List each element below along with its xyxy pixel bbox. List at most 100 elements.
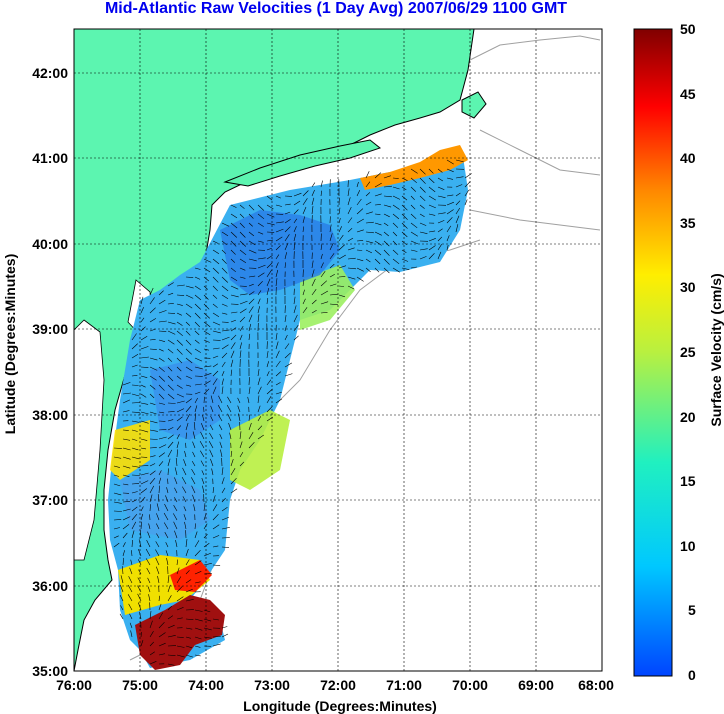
velocity-arrow — [149, 641, 155, 647]
velocity-arrow — [163, 512, 169, 521]
velocity-arrow — [176, 567, 180, 575]
velocity-arrow — [122, 410, 130, 413]
velocity-arrow — [176, 408, 185, 413]
velocity-arrow — [203, 372, 212, 377]
velocity-arrow — [113, 456, 122, 459]
velocity-arrow — [191, 485, 196, 494]
velocity-arrow — [311, 289, 317, 296]
velocity-arrow — [167, 312, 176, 314]
colorbar-tick: 25 — [680, 344, 696, 360]
velocity-arrow — [194, 618, 203, 622]
velocity-arrow — [176, 449, 178, 458]
velocity-arrow — [140, 521, 142, 530]
lat-tick: 36:00 — [32, 578, 68, 594]
velocity-arrow — [140, 447, 147, 450]
velocity-arrow — [284, 234, 290, 242]
velocity-arrow — [257, 377, 261, 386]
velocity-arrow — [122, 532, 128, 539]
velocity-arrow — [293, 324, 299, 332]
velocity-arrow — [437, 168, 443, 173]
velocity-arrow — [392, 186, 400, 190]
velocity-arrow — [446, 201, 455, 206]
velocity-arrow — [166, 557, 169, 566]
velocity-arrow — [221, 222, 230, 227]
velocity-arrow — [221, 352, 228, 359]
velocity-arrow — [158, 595, 160, 602]
velocity-arrow — [212, 643, 221, 647]
velocity-arrow — [212, 535, 220, 539]
velocity-arrow — [149, 420, 158, 424]
velocity-arrow — [221, 633, 229, 638]
velocity-arrow — [428, 238, 436, 242]
colorbar-tick: 30 — [680, 279, 696, 295]
velocity-arrow — [347, 257, 356, 260]
velocity-arrow — [194, 540, 200, 548]
velocity-arrow — [203, 258, 212, 263]
velocity-arrow — [248, 441, 255, 449]
velocity-arrow — [167, 282, 174, 287]
velocity-arrow — [239, 267, 246, 271]
velocity-arrow — [184, 521, 187, 530]
velocity-arrow — [227, 413, 232, 422]
velocity-arrow — [329, 273, 335, 278]
velocity-arrow — [149, 287, 154, 296]
velocity-arrow — [194, 627, 203, 631]
velocity-arrow — [208, 441, 214, 449]
velocity-arrow — [257, 306, 260, 314]
velocity-arrow — [183, 459, 187, 467]
velocity-arrow — [140, 496, 146, 503]
velocity-arrow — [374, 231, 382, 236]
velocity-arrow — [311, 182, 316, 188]
velocity-arrow — [392, 213, 400, 220]
velocity-arrow — [209, 449, 214, 458]
velocity-arrow — [212, 564, 221, 566]
lon-tick: 74:00 — [188, 677, 224, 693]
velocity-arrow — [193, 504, 196, 512]
velocity-arrow — [122, 542, 126, 548]
velocity-arrow — [401, 249, 407, 253]
velocity-arrow — [138, 539, 142, 548]
velocity-arrow — [266, 270, 272, 278]
velocity-arrow — [266, 396, 272, 404]
velocity-arrows — [113, 159, 472, 666]
velocity-arrow — [185, 413, 190, 422]
velocity-arrow — [257, 298, 261, 305]
velocity-arrow — [239, 249, 247, 256]
velocity-arrow — [338, 226, 342, 233]
velocity-arrow — [230, 459, 234, 467]
velocity-arrow — [228, 422, 232, 431]
velocity-arrow — [158, 461, 164, 467]
velocity-arrow — [113, 483, 121, 487]
velocity-arrow — [191, 460, 196, 467]
velocity-arrow — [149, 504, 151, 512]
velocity-arrow — [266, 371, 270, 377]
velocity-arrow — [194, 571, 202, 575]
velocity-arrow — [383, 175, 391, 179]
velocity-arrow — [176, 576, 182, 584]
velocity-arrow — [131, 491, 138, 494]
velocity-arrow — [149, 631, 154, 638]
velocity-arrow — [239, 451, 244, 458]
velocity-arrow — [401, 222, 408, 229]
velocity-arrow — [248, 333, 251, 341]
velocity-arrow — [158, 436, 167, 440]
velocity-arrow — [419, 177, 426, 184]
velocity-arrow — [230, 222, 238, 229]
velocity-arrow — [149, 611, 152, 620]
velocity-arrow — [446, 177, 454, 180]
velocity-arrow — [185, 645, 193, 649]
velocity-arrow — [131, 402, 141, 404]
velocity-arrow — [410, 177, 417, 184]
velocity-arrow — [176, 294, 185, 296]
velocity-arrow — [212, 267, 220, 274]
map-grid — [74, 29, 602, 671]
velocity-arrow — [230, 240, 237, 247]
velocity-arrow — [347, 247, 355, 251]
velocity-arrow — [437, 228, 443, 233]
velocity-arrow — [365, 267, 371, 273]
velocity-arrow — [158, 357, 165, 362]
velocity-arrow — [230, 204, 237, 208]
velocity-arrow — [167, 292, 174, 296]
lon-tick: 73:00 — [254, 677, 290, 693]
velocity-arrow — [149, 661, 157, 665]
